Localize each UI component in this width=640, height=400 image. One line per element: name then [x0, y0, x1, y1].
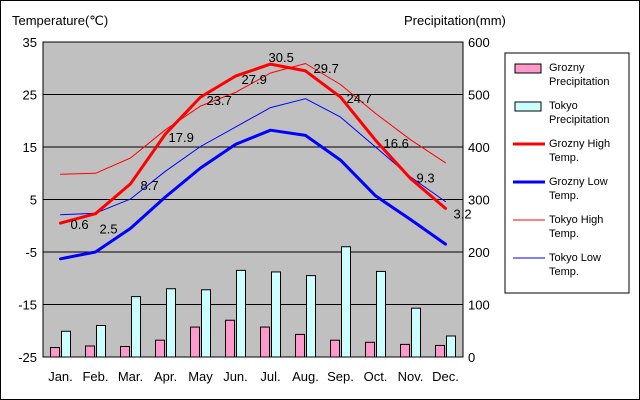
legend-label: Temp.: [549, 266, 579, 278]
line-tokyo-high-temp-: [60, 63, 446, 175]
bar-grozny-precipitation-6: [225, 319, 235, 358]
bar-tokyo-precipitation-7: [271, 271, 281, 358]
data-label-2: 2.5: [100, 222, 118, 237]
bar-tokyo-precipitation-10: [376, 270, 386, 358]
legend-label: Precipitation: [549, 114, 610, 126]
data-label-10: 16.6: [384, 136, 409, 151]
y-right-tick-label: 500: [468, 88, 490, 103]
left-axis-title: Temperature(℃): [12, 13, 108, 28]
bar-tokyo-precipitation-2: [96, 325, 106, 358]
legend-label: Tokyo Low: [549, 252, 601, 264]
y-right-tick-label: 600: [468, 35, 490, 50]
bar-grozny-precipitation-5: [190, 326, 200, 358]
legend-label: Temp.: [549, 228, 579, 240]
bar-tokyo-precipitation-3: [131, 296, 141, 358]
legend-label: Grozny Low: [549, 176, 608, 188]
legend-swatch-2: [514, 101, 542, 112]
y-left-tick-label: 5: [30, 193, 37, 208]
data-labels-layer: 0.6 2.5 8.7 17.9 23.7 27.930.5 29.7 24.7 16.6 9.3…: [71, 50, 472, 237]
x-tick-label: Apr.: [154, 369, 177, 384]
bar-grozny-precipitation-2: [85, 345, 95, 358]
x-tick-label: Jan.: [48, 369, 73, 384]
x-tick-label: Nov.: [398, 369, 424, 384]
x-tick-label: Sep.: [327, 369, 354, 384]
data-label-11: 9.3: [417, 171, 435, 186]
y-left-tick-label: 15: [23, 140, 37, 155]
data-label-7: 30.5: [269, 50, 294, 65]
axes-layer: 35 25 15 5 -5 -15 -25 600 500 400 300 200 100 0 Jan. Fe…: [18, 35, 490, 384]
data-label-6: 27.9: [242, 72, 267, 87]
bar-grozny-precipitation-7: [260, 326, 270, 358]
bars-layer: [50, 246, 456, 358]
bar-grozny-precipitation-3: [120, 346, 130, 358]
legend-label: Grozny: [549, 62, 585, 74]
right-axis-title: Precipitation(mm): [404, 13, 506, 28]
bar-grozny-precipitation-9: [330, 339, 340, 358]
y-left-tick-label: -15: [18, 298, 37, 313]
data-label-1: 0.6: [71, 217, 89, 232]
lines-layer: [59, 62, 447, 261]
y-right-tick-label: 100: [468, 298, 490, 313]
data-label-3: 8.7: [141, 178, 159, 193]
x-tick-label: Mar.: [118, 369, 143, 384]
bar-tokyo-precipitation-11: [411, 307, 421, 358]
x-tick-label: Feb.: [82, 369, 108, 384]
bar-tokyo-precipitation-1: [61, 330, 71, 358]
bar-grozny-precipitation-4: [155, 339, 165, 358]
x-tick-label: May: [188, 369, 213, 384]
legend-swatch-1: [514, 63, 542, 74]
bar-grozny-precipitation-10: [365, 341, 375, 358]
grid-layer: [43, 41, 463, 358]
y-right-tick-label: 0: [468, 350, 475, 365]
legend-label: Precipitation: [549, 76, 610, 88]
bar-tokyo-precipitation-5: [201, 289, 211, 358]
bar-tokyo-precipitation-12: [446, 335, 456, 358]
x-tick-label: Dec.: [432, 369, 459, 384]
legend-label: Temp.: [549, 152, 579, 164]
y-left-tick-label: -25: [18, 350, 37, 365]
bar-grozny-precipitation-12: [435, 344, 445, 358]
bar-grozny-precipitation-8: [295, 333, 305, 358]
legend-box: [504, 52, 630, 294]
legend: Grozny Precipitation Tokyo Precipitation Gro…: [504, 52, 630, 294]
y-right-tick-label: 300: [468, 193, 490, 208]
legend-label: Tokyo High: [549, 214, 603, 226]
bar-tokyo-precipitation-4: [166, 288, 176, 358]
y-left-tick-label: 25: [23, 88, 37, 103]
x-tick-label: Aug.: [292, 369, 319, 384]
legend-label: Grozny High: [549, 138, 610, 150]
data-label-5: 23.7: [207, 93, 232, 108]
line-grozny-high-temp-: [59, 62, 447, 225]
data-label-8: 29.7: [314, 61, 339, 76]
legend-label: Tokyo: [549, 100, 578, 112]
bar-grozny-precipitation-11: [400, 343, 410, 358]
x-tick-label: Jun.: [223, 369, 248, 384]
data-label-4: 17.9: [169, 130, 194, 145]
y-left-tick-label: 35: [23, 35, 37, 50]
y-right-tick-label: 200: [468, 245, 490, 260]
x-tick-label: Jul.: [260, 369, 280, 384]
x-tick-label: Oct.: [364, 369, 388, 384]
line-tokyo-low-temp-: [60, 98, 446, 216]
line-grozny-low-temp-: [59, 128, 447, 261]
y-right-tick-label: 400: [468, 140, 490, 155]
data-label-12: 3.2: [454, 206, 472, 221]
bar-tokyo-precipitation-6: [236, 269, 246, 358]
y-left-tick-label: -5: [25, 245, 37, 260]
legend-label: Temp.: [549, 190, 579, 202]
data-label-9: 24.7: [347, 91, 372, 106]
bar-tokyo-precipitation-9: [341, 246, 351, 358]
bar-tokyo-precipitation-8: [306, 275, 316, 358]
bar-grozny-precipitation-1: [50, 347, 60, 358]
